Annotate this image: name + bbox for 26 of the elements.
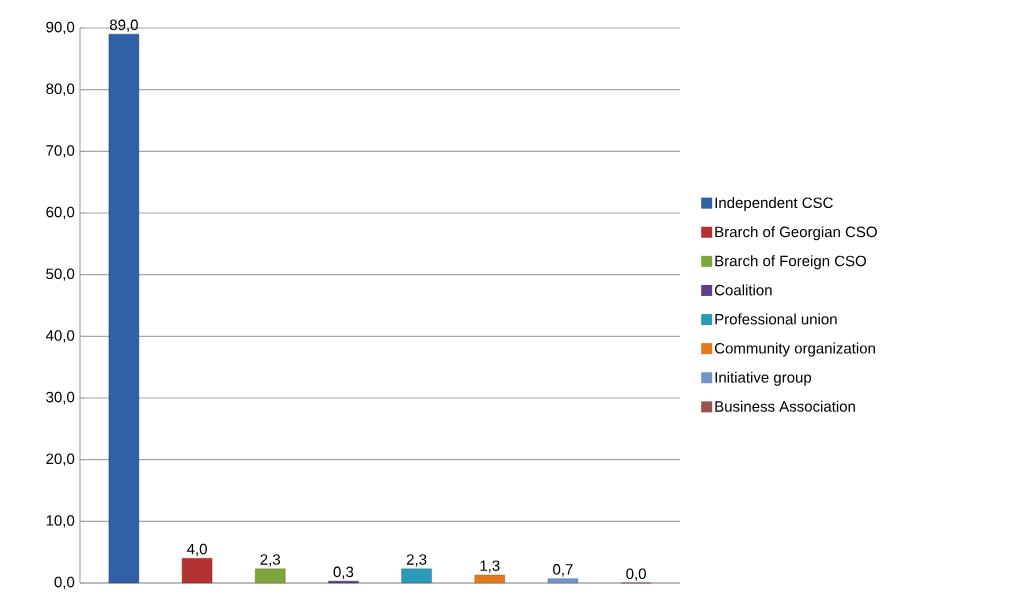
legend-label: Business Association — [715, 400, 855, 412]
y-tick-label: 0,0 — [54, 576, 75, 590]
data-label: 2,3 — [260, 554, 281, 567]
data-label: 0,3 — [333, 566, 354, 579]
legend-label: Community organization — [714, 342, 875, 357]
legend-label: Initiative group — [715, 371, 812, 386]
data-label: 0,7 — [553, 564, 573, 577]
data-label: 89,0 — [109, 19, 138, 32]
data-label: 4,0 — [186, 543, 207, 557]
y-tick-label: 20,0 — [46, 453, 75, 466]
legend-label: Independent CSC — [715, 197, 833, 212]
y-tick-label: 60,0 — [46, 206, 75, 220]
legend-label: Brarch of Georgian CSO — [715, 226, 877, 241]
y-tick-label: 50,0 — [46, 268, 75, 281]
y-tick-label: 80,0 — [46, 83, 75, 96]
data-label: 0,0 — [626, 568, 646, 581]
legend-label: Coalition — [714, 284, 772, 296]
legend-label: Brarch of Foreign CSO — [715, 255, 867, 270]
y-tick-label: 10,0 — [46, 515, 75, 528]
y-tick-label: 90,0 — [46, 21, 75, 35]
y-tick-label: 40,0 — [45, 330, 75, 343]
y-tick-label: 30,0 — [46, 391, 75, 405]
data-label: 1,3 — [480, 560, 500, 573]
y-tick-label: 70,0 — [46, 145, 75, 158]
data-label: 2,3 — [406, 554, 427, 567]
legend-label: Professional union — [715, 313, 837, 325]
